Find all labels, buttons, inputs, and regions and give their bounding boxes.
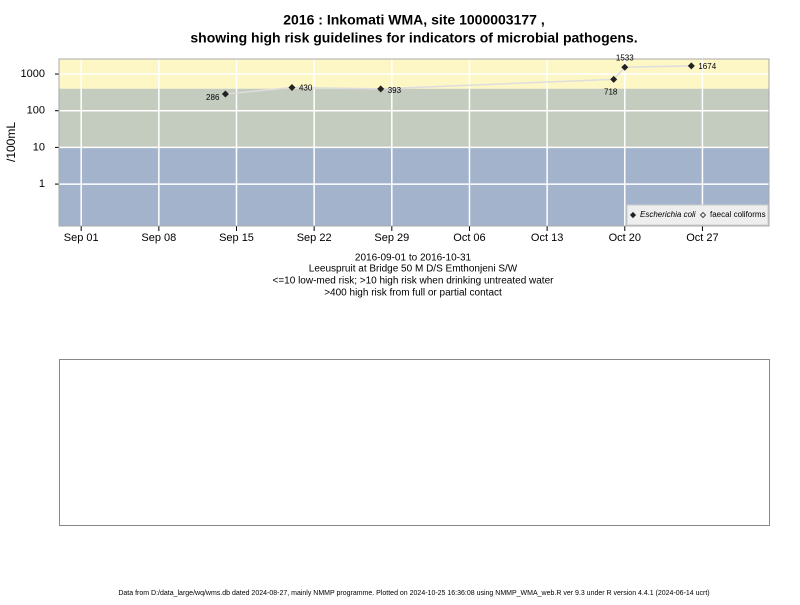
chart-title: 2016 : Inkomati WMA, site 1000003177 , xyxy=(283,12,544,28)
legend-label: faecal coliforms xyxy=(710,210,766,219)
x-tick-label: Sep 08 xyxy=(141,232,176,244)
series-line xyxy=(225,65,692,95)
note: <=10 low-med risk; >10 high risk when dr… xyxy=(273,276,555,287)
chart-subtitle: showing high risk guidelines for indicat… xyxy=(190,30,637,46)
x-tick-label: Oct 13 xyxy=(531,232,563,244)
note: Leeuspruit at Bridge 50 M D/S Emthonjeni… xyxy=(309,264,518,275)
y-tick-label: 10 xyxy=(33,141,45,153)
y-axis-label: /100mL xyxy=(4,122,18,162)
data-label: 430 xyxy=(299,84,313,93)
note: 2016-09-01 to 2016-10-31 xyxy=(355,253,472,264)
data-label: 718 xyxy=(604,87,618,96)
x-tick-label: Sep 15 xyxy=(219,232,254,244)
data-point xyxy=(288,83,296,91)
y-tick-label: 1000 xyxy=(21,68,45,80)
data-label: 1674 xyxy=(698,62,716,71)
data-point xyxy=(621,63,629,71)
data-label: 286 xyxy=(206,93,220,102)
data-point xyxy=(610,75,618,83)
legend-box xyxy=(626,204,769,226)
x-tick-label: Oct 27 xyxy=(686,232,718,244)
legend-marker xyxy=(629,211,637,219)
plot-frame xyxy=(58,58,770,227)
data-point xyxy=(221,90,229,98)
x-tick-label: Oct 20 xyxy=(609,232,641,244)
note: >400 high risk from full or partial cont… xyxy=(324,288,502,299)
y-tick-label: 1 xyxy=(39,178,45,190)
data-label: 393 xyxy=(388,86,402,95)
data-label: 1533 xyxy=(616,53,634,62)
data-point xyxy=(687,62,695,70)
legend-marker xyxy=(699,211,707,219)
data-point xyxy=(377,85,385,93)
x-tick-label: Sep 01 xyxy=(64,232,99,244)
x-tick-label: Sep 29 xyxy=(374,232,409,244)
y-tick-label: 100 xyxy=(27,105,45,117)
empty-panel xyxy=(59,359,770,526)
legend-label: Escherichia coli xyxy=(640,210,696,219)
x-tick-label: Oct 06 xyxy=(453,232,485,244)
x-tick-label: Sep 22 xyxy=(297,232,332,244)
footer: Data from D:/data_large/wq/wms.db dated … xyxy=(118,590,709,597)
risk-band xyxy=(59,88,769,148)
